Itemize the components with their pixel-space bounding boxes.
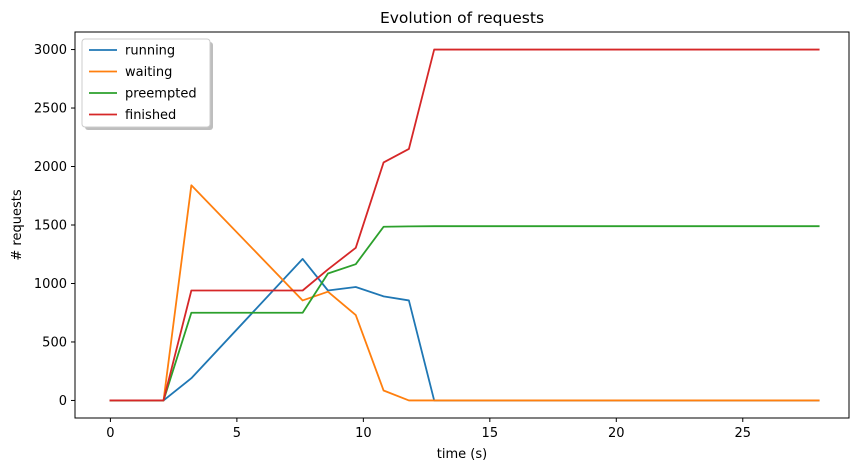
legend-label-waiting: waiting xyxy=(125,65,172,80)
x-tick-label: 20 xyxy=(608,426,625,441)
series-line-finished xyxy=(109,48,820,402)
plot-area xyxy=(109,48,820,402)
series-line-waiting xyxy=(109,184,820,402)
y-axis-label: # requests xyxy=(10,189,25,260)
y-tick-label: 500 xyxy=(42,335,67,350)
x-axis-label: time (s) xyxy=(437,447,487,462)
x-tick-label: 10 xyxy=(355,426,372,441)
y-tick-label: 1500 xyxy=(34,219,67,234)
series-line-running xyxy=(109,258,820,402)
legend-label-preempted: preempted xyxy=(125,87,197,102)
y-tick-label: 2000 xyxy=(34,160,67,175)
x-tick-label: 25 xyxy=(734,426,751,441)
y-tick-label: 3000 xyxy=(34,43,67,58)
x-tick-label: 15 xyxy=(482,426,499,441)
y-tick-label: 2500 xyxy=(34,102,67,117)
legend-label-running: running xyxy=(125,44,175,59)
y-tick-label: 0 xyxy=(59,394,67,409)
legend: running waiting preempted finished xyxy=(81,38,213,130)
axes: 0 5 10 15 20 25 0 500 1000 1500 2000 2500 3000 xyxy=(34,31,850,441)
y-tick-label: 1000 xyxy=(34,277,67,292)
x-tick-label: 5 xyxy=(233,426,241,441)
legend-frame xyxy=(81,38,211,128)
legend-label-finished: finished xyxy=(125,108,176,123)
x-tick-label: 0 xyxy=(106,426,114,441)
series-line-preempted xyxy=(109,225,820,402)
chart-title: Evolution of requests xyxy=(380,9,544,27)
